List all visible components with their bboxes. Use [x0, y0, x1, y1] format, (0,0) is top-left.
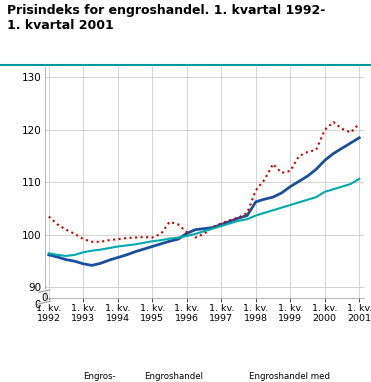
Text: 0: 0: [41, 293, 48, 303]
Text: Prisindeks for engroshandel. 1. kvartal 1992-
1. kvartal 2001: Prisindeks for engroshandel. 1. kvartal …: [7, 4, 326, 32]
Text: 0: 0: [34, 300, 41, 310]
Legend: Engros-
handel
i alt, Engroshandel
med nærings-
og nytelsesmidler, Engroshandel : Engros- handel i alt, Engroshandel med n…: [60, 372, 348, 382]
